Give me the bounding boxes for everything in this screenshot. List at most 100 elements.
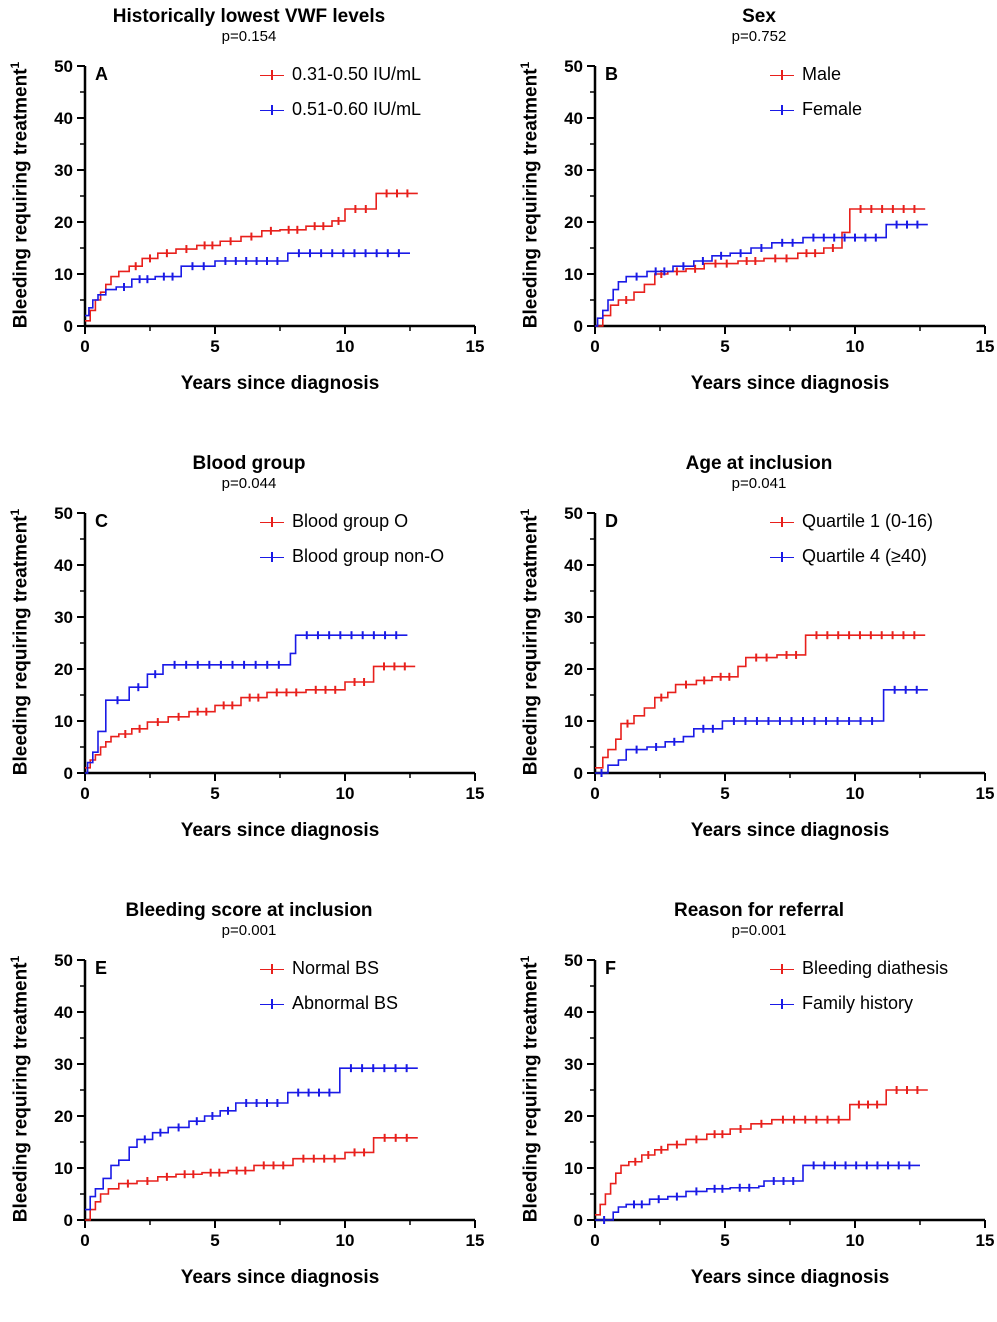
y-tick-label: 30	[54, 1055, 73, 1074]
panel-title: Reason for referral	[673, 900, 844, 921]
y-tick-label: 10	[564, 1159, 583, 1178]
panel-title: Sex	[742, 6, 776, 27]
plot-area: 0 10 20 30 40 50 0 5 10 15	[54, 504, 485, 803]
y-tick-label: 20	[564, 213, 583, 232]
x-tick-label: 5	[720, 784, 729, 803]
y-tick-label: 30	[564, 161, 583, 180]
x-axis-label: Years since diagnosis	[180, 1267, 380, 1288]
y-tick-label: 30	[54, 608, 73, 627]
panel-title: Blood group	[192, 453, 306, 474]
x-tick-label: 10	[846, 1231, 865, 1250]
y-axis-label-text: Bleeding requiring treatment	[520, 515, 542, 776]
plot-area: 0 10 20 30 40 50 0 5 10 15	[564, 951, 994, 1250]
plot-area: 0 10 20 30 40 50 0 5 10 15	[54, 57, 484, 356]
y-axis-label-superscript: 1	[8, 508, 22, 516]
y-tick-label: 10	[54, 265, 73, 284]
y-axis-label-text: Bleeding requiring treatment	[520, 68, 542, 329]
x-tick-label: 10	[336, 337, 355, 356]
y-tick-label: 20	[564, 660, 583, 679]
x-axis-label: Years since diagnosis	[690, 373, 890, 394]
panel-title: Bleeding score at inclusion	[125, 900, 373, 921]
legend-label: Family history	[802, 993, 914, 1013]
y-tick-label: 0	[64, 317, 73, 336]
km-curve-series-2	[85, 252, 410, 317]
panel-a: 0 10 20 30 40 50 0 5 10 15 Historically lowest VW…	[0, 0, 498, 428]
y-tick-label: 50	[564, 57, 583, 76]
y-axis-label-text: Bleeding requiring treatment	[520, 962, 542, 1223]
legend-tick-icon	[781, 552, 783, 562]
panel-title: Age at inclusion	[685, 453, 833, 474]
legend-tick-icon	[271, 70, 273, 80]
y-tick-label: 50	[564, 951, 583, 970]
km-curve-series-1	[595, 1089, 928, 1216]
p-value: p=0.154	[221, 28, 277, 45]
y-tick-label: 40	[564, 1003, 583, 1022]
panel-letter: F	[605, 958, 616, 978]
panel-title: Historically lowest VWF levels	[112, 6, 386, 27]
y-tick-label: 10	[54, 712, 73, 731]
legend-label: Quartile 1 (0-16)	[802, 511, 934, 531]
y-tick-label: 10	[564, 712, 583, 731]
legend-tick-icon	[271, 517, 273, 527]
panel-letter: A	[95, 64, 108, 84]
y-axis-label-superscript: 1	[518, 955, 532, 963]
panel-d: 0 10 20 30 40 50 0 5 10 15 Age at inclusion p=0.0…	[510, 447, 997, 875]
y-tick-label: 30	[54, 161, 73, 180]
y-tick-label: 30	[564, 1055, 583, 1074]
y-tick-label: 20	[54, 213, 73, 232]
panel-letter: C	[95, 511, 108, 531]
x-axis-label: Years since diagnosis	[180, 373, 380, 394]
y-tick-label: 30	[564, 608, 583, 627]
x-tick-label: 0	[590, 1231, 599, 1250]
km-curve-series-1	[85, 665, 416, 769]
y-tick-label: 0	[574, 764, 583, 783]
km-curve-series-2	[85, 634, 408, 774]
legend-label: 0.31-0.50 IU/mL	[292, 64, 422, 84]
y-axis-label-superscript: 1	[8, 61, 22, 69]
y-axis-label: Bleeding requiring treatment1	[518, 492, 542, 792]
legend-label: Quartile 4 (≥40)	[802, 546, 927, 566]
km-curve-series-2	[595, 689, 928, 774]
legend-tick-icon	[781, 999, 783, 1009]
legend-label: Female	[802, 99, 863, 119]
x-axis-label: Years since diagnosis	[690, 820, 890, 841]
plot-area: 0 10 20 30 40 50 0 5 10 15	[564, 57, 994, 356]
y-tick-label: 20	[54, 660, 73, 679]
y-axis-label-superscript: 1	[518, 61, 532, 69]
y-tick-label: 0	[64, 1211, 73, 1230]
km-curve-series-2	[85, 1067, 418, 1211]
x-tick-label: 15	[466, 1231, 485, 1250]
figure: 0 10 20 30 40 50 0 5 10 15 Historically lowest VW…	[0, 0, 997, 1288]
km-curve-series-1	[595, 634, 926, 769]
legend-label: Blood group non-O	[292, 546, 445, 566]
x-tick-label: 10	[336, 784, 355, 803]
legend-label: Male	[802, 64, 842, 84]
legend-tick-icon	[781, 70, 783, 80]
y-axis-label: Bleeding requiring treatment1	[8, 45, 32, 345]
y-tick-label: 10	[54, 1159, 73, 1178]
y-axis-label-superscript: 1	[8, 955, 22, 963]
x-axis-label: Years since diagnosis	[690, 1267, 890, 1288]
x-tick-label: 5	[210, 337, 219, 356]
km-curve-series-2	[595, 1164, 920, 1221]
panel-letter: E	[95, 958, 108, 978]
legend-label: Abnormal BS	[292, 993, 399, 1013]
legend-label: Bleeding diathesis	[802, 958, 949, 978]
x-tick-label: 10	[846, 784, 865, 803]
y-axis-label: Bleeding requiring treatment1	[8, 939, 32, 1239]
legend-tick-icon	[271, 964, 273, 974]
p-value: p=0.752	[731, 28, 787, 45]
y-tick-label: 50	[54, 504, 73, 523]
x-tick-label: 15	[466, 784, 485, 803]
x-tick-label: 15	[976, 784, 995, 803]
x-tick-label: 5	[720, 1231, 729, 1250]
x-tick-label: 0	[590, 784, 599, 803]
x-tick-label: 5	[210, 1231, 219, 1250]
y-tick-label: 10	[564, 265, 583, 284]
legend-tick-icon	[781, 964, 783, 974]
x-tick-label: 5	[210, 784, 219, 803]
p-value: p=0.001	[731, 922, 787, 939]
y-axis-label-text: Bleeding requiring treatment	[10, 962, 32, 1223]
y-axis-label-text: Bleeding requiring treatment	[10, 515, 32, 776]
y-axis-label-text: Bleeding requiring treatment	[10, 68, 32, 329]
